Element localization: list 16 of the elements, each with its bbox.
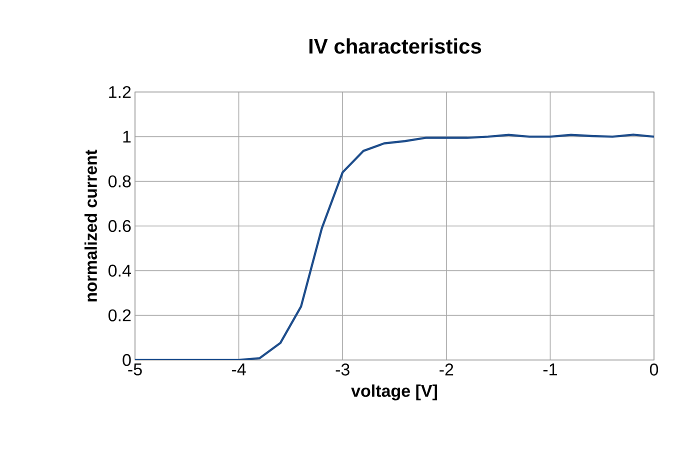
x-tick-label: -2 bbox=[440, 364, 454, 376]
x-axis-title: voltage [V] bbox=[351, 384, 437, 400]
chart-title: IV characteristics bbox=[309, 38, 482, 54]
y-tick-label: 1.2 bbox=[109, 86, 131, 98]
y-tick-label: 1 bbox=[123, 130, 131, 143]
x-tick-label: -1 bbox=[543, 364, 557, 376]
y-tick-label: 0 bbox=[122, 354, 131, 366]
x-tick-label: -4 bbox=[232, 364, 246, 376]
x-tick-label: -3 bbox=[336, 364, 350, 376]
y-tick-label: 0.2 bbox=[108, 309, 131, 322]
x-tick-label: 0 bbox=[650, 364, 658, 376]
x-tick-label: -5 bbox=[128, 364, 142, 376]
y-tick-label: 0.8 bbox=[108, 175, 131, 188]
y-tick-label: 0.4 bbox=[108, 264, 131, 277]
y-axis-title: normalized current bbox=[84, 150, 97, 302]
y-tick-label: 0.6 bbox=[108, 220, 131, 232]
